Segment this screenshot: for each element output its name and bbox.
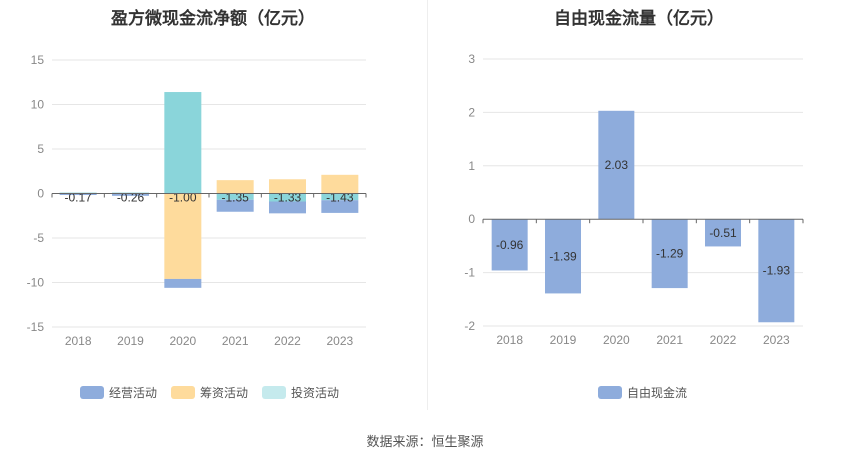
legend-swatch-financing xyxy=(171,386,196,399)
data-label: -1.43 xyxy=(326,191,354,205)
x-tick-label: 2020 xyxy=(603,333,630,347)
x-tick-label: 2019 xyxy=(117,334,144,348)
bar-筹资活动 xyxy=(216,180,254,194)
legend-free-cashflow: 自由现金流 xyxy=(598,384,701,401)
data-source-note: 数据来源：恒生聚源 xyxy=(366,435,484,450)
legend-label-financing: 筹资活动 xyxy=(200,386,249,400)
bar-投资活动 xyxy=(216,193,254,200)
bar-经营活动 xyxy=(59,193,97,196)
data-label: -0.51 xyxy=(709,226,737,240)
bar-投资活动 xyxy=(269,193,306,202)
bar-筹资活动 xyxy=(321,174,359,194)
x-tick-label: 2018 xyxy=(496,333,523,347)
legend-swatch-free-cashflow xyxy=(598,386,622,399)
bar-筹资活动 xyxy=(164,193,202,279)
bar-经营活动 xyxy=(164,278,202,288)
bar xyxy=(598,110,635,220)
y-tick-label: -2 xyxy=(464,319,475,333)
y-tick-label: -15 xyxy=(27,320,45,334)
bar xyxy=(491,219,528,271)
legend-item-investing[interactable]: 投资活动 xyxy=(262,384,339,401)
legend-cashflow: 经营活动 筹资活动 投资活动 xyxy=(80,384,353,401)
x-tick-label: 2019 xyxy=(550,333,577,347)
data-label: -1.29 xyxy=(656,247,684,261)
data-label: -1.93 xyxy=(763,264,791,278)
y-tick-label: -1 xyxy=(464,266,475,280)
x-tick-label: 2020 xyxy=(169,334,196,348)
data-label: -1.00 xyxy=(169,191,197,205)
x-tick-label: 2021 xyxy=(222,334,249,348)
y-tick-label: 1 xyxy=(468,159,475,173)
data-label: 2.03 xyxy=(605,158,629,172)
x-tick-label: 2021 xyxy=(656,333,683,347)
y-tick-label: 0 xyxy=(37,187,44,201)
data-label: -1.39 xyxy=(549,249,577,263)
x-tick-label: 2022 xyxy=(710,333,737,347)
chart-title-cashflow: 盈方微现金流净额（亿元） xyxy=(111,9,315,29)
data-label: -0.26 xyxy=(117,191,145,205)
y-tick-label: -5 xyxy=(33,231,44,245)
bar xyxy=(651,219,688,289)
legend-swatch-operating xyxy=(80,386,104,399)
legend-item-free-cashflow[interactable]: 自由现金流 xyxy=(598,384,687,401)
x-tick-label: 2022 xyxy=(274,334,301,348)
bar-投资活动 xyxy=(164,92,202,194)
bar-筹资活动 xyxy=(269,179,306,194)
bar-经营活动 xyxy=(269,201,306,214)
legend-label-operating: 经营活动 xyxy=(109,386,158,400)
bar xyxy=(545,219,581,294)
y-tick-label: 2 xyxy=(468,105,475,119)
data-label: -1.35 xyxy=(221,191,249,205)
legend-label-free-cashflow: 自由现金流 xyxy=(627,386,688,400)
bar-经营活动 xyxy=(112,193,149,196)
bar-经营活动 xyxy=(321,200,359,213)
x-tick-label: 2023 xyxy=(326,334,353,348)
y-tick-label: 15 xyxy=(31,53,45,67)
legend-item-operating[interactable]: 经营活动 xyxy=(80,384,157,401)
chart-divider xyxy=(427,0,428,410)
y-tick-label: 10 xyxy=(31,98,45,112)
bar xyxy=(758,219,795,323)
legend-label-investing: 投资活动 xyxy=(291,386,340,400)
x-tick-label: 2023 xyxy=(763,333,790,347)
bar-经营活动 xyxy=(216,199,254,212)
bar-投资活动 xyxy=(321,193,359,201)
y-tick-label: -10 xyxy=(27,276,45,290)
y-tick-label: 0 xyxy=(468,212,475,226)
chart-title-free-cashflow: 自由现金流量（亿元） xyxy=(554,9,724,29)
legend-swatch-investing xyxy=(262,386,287,399)
data-label: -0.17 xyxy=(64,191,92,205)
y-tick-label: 5 xyxy=(37,142,44,156)
data-label: -1.33 xyxy=(274,191,302,205)
legend-item-financing[interactable]: 筹资活动 xyxy=(171,384,248,401)
bar xyxy=(705,219,741,247)
y-tick-label: 3 xyxy=(468,52,475,66)
data-label: -0.96 xyxy=(496,238,524,252)
x-tick-label: 2018 xyxy=(65,334,92,348)
